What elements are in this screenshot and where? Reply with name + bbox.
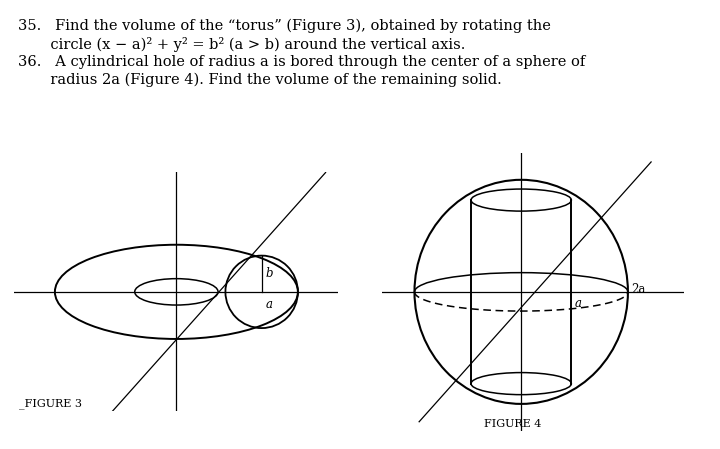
Text: 36.   A cylindrical hole of radius a is bored through the center of a sphere of: 36. A cylindrical hole of radius a is bo… (18, 55, 585, 69)
Text: radius 2a (Figure 4). Find the volume of the remaining solid.: radius 2a (Figure 4). Find the volume of… (18, 73, 502, 88)
Text: b: b (266, 267, 274, 280)
Text: a: a (266, 298, 273, 311)
Text: 2a: 2a (631, 283, 645, 296)
Text: _FIGURE 3: _FIGURE 3 (19, 398, 81, 409)
Text: FIGURE 4: FIGURE 4 (484, 419, 541, 429)
Text: circle (x − a)² + y² = b² (a > b) around the vertical axis.: circle (x − a)² + y² = b² (a > b) around… (18, 37, 465, 52)
Text: a: a (574, 297, 581, 310)
Text: 35.   Find the volume of the “torus” (Figure 3), obtained by rotating the: 35. Find the volume of the “torus” (Figu… (18, 19, 551, 33)
